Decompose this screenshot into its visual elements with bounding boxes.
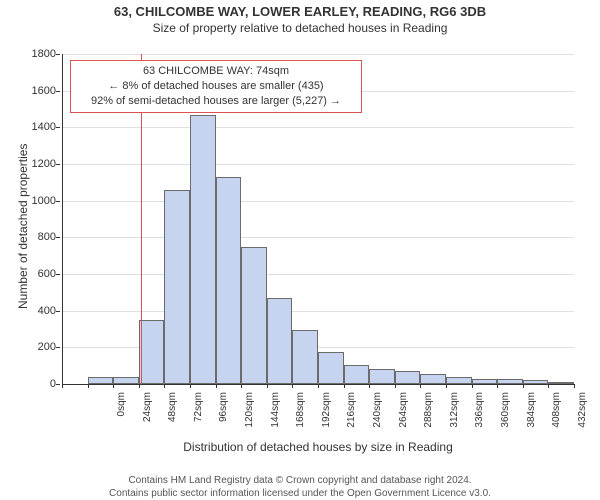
y-tick-label: 400 bbox=[18, 305, 56, 317]
y-tick-label: 800 bbox=[18, 231, 56, 243]
x-tick-mark bbox=[216, 384, 217, 388]
x-tick-label: 264sqm bbox=[398, 392, 409, 442]
x-tick-mark bbox=[497, 384, 498, 388]
x-tick-label: 312sqm bbox=[449, 392, 460, 442]
histogram-bar bbox=[267, 298, 293, 384]
histogram-bar bbox=[344, 365, 370, 384]
grid-line bbox=[62, 127, 574, 128]
x-tick-label: 288sqm bbox=[423, 392, 434, 442]
x-tick-mark bbox=[472, 384, 473, 388]
histogram-bar bbox=[113, 377, 139, 384]
y-tick-label: 1400 bbox=[18, 121, 56, 133]
x-tick-mark bbox=[395, 384, 396, 388]
x-tick-label: 96sqm bbox=[218, 392, 229, 442]
x-tick-mark bbox=[574, 384, 575, 388]
x-tick-mark bbox=[344, 384, 345, 388]
x-tick-label: 240sqm bbox=[372, 392, 383, 442]
x-tick-mark bbox=[164, 384, 165, 388]
x-tick-label: 432sqm bbox=[577, 392, 588, 442]
x-tick-label: 336sqm bbox=[474, 392, 485, 442]
subtitle: Size of property relative to detached ho… bbox=[0, 21, 600, 35]
y-axis-line bbox=[62, 54, 63, 384]
footer-line: Contains HM Land Registry data © Crown c… bbox=[0, 474, 600, 487]
x-tick-mark bbox=[62, 384, 63, 388]
grid-line bbox=[62, 311, 574, 312]
y-tick-label: 1000 bbox=[18, 195, 56, 207]
figure-container: 63, CHILCOMBE WAY, LOWER EARLEY, READING… bbox=[0, 4, 600, 500]
grid-line bbox=[62, 54, 574, 55]
title: 63, CHILCOMBE WAY, LOWER EARLEY, READING… bbox=[0, 4, 600, 19]
annotation-line: 92% of semi-detached houses are larger (… bbox=[77, 94, 355, 109]
y-tick-label: 600 bbox=[18, 268, 56, 280]
grid-line bbox=[62, 164, 574, 165]
x-tick-mark bbox=[446, 384, 447, 388]
x-tick-label: 48sqm bbox=[167, 392, 178, 442]
histogram-bar bbox=[420, 374, 446, 384]
x-tick-label: 24sqm bbox=[142, 392, 153, 442]
annotation-box: 63 CHILCOMBE WAY: 74sqm ← 8% of detached… bbox=[70, 60, 362, 113]
x-tick-label: 360sqm bbox=[500, 392, 511, 442]
grid-line bbox=[62, 237, 574, 238]
x-tick-mark bbox=[548, 384, 549, 388]
x-tick-label: 144sqm bbox=[270, 392, 281, 442]
x-tick-label: 384sqm bbox=[526, 392, 537, 442]
x-tick-mark bbox=[420, 384, 421, 388]
histogram-bar bbox=[446, 377, 472, 384]
y-tick-label: 1200 bbox=[18, 158, 56, 170]
histogram-bar bbox=[318, 352, 344, 384]
x-tick-mark bbox=[523, 384, 524, 388]
histogram-bar bbox=[190, 115, 216, 385]
footer-line: Contains public sector information licen… bbox=[0, 487, 600, 500]
histogram-bar bbox=[139, 320, 165, 384]
x-tick-label: 168sqm bbox=[295, 392, 306, 442]
y-tick-label: 1800 bbox=[18, 48, 56, 60]
x-tick-mark bbox=[190, 384, 191, 388]
x-tick-label: 216sqm bbox=[346, 392, 357, 442]
y-tick-label: 200 bbox=[18, 341, 56, 353]
x-tick-label: 192sqm bbox=[321, 392, 332, 442]
histogram-bar bbox=[369, 369, 395, 384]
x-tick-mark bbox=[113, 384, 114, 388]
footer: Contains HM Land Registry data © Crown c… bbox=[0, 474, 600, 500]
x-tick-label: 408sqm bbox=[551, 392, 562, 442]
y-tick-label: 1600 bbox=[18, 85, 56, 97]
x-tick-label: 72sqm bbox=[193, 392, 204, 442]
histogram-bar bbox=[241, 247, 267, 384]
x-tick-mark bbox=[88, 384, 89, 388]
x-tick-mark bbox=[369, 384, 370, 388]
x-tick-mark bbox=[241, 384, 242, 388]
x-tick-mark bbox=[292, 384, 293, 388]
histogram-bar bbox=[395, 371, 421, 384]
grid-line bbox=[62, 201, 574, 202]
annotation-line: 63 CHILCOMBE WAY: 74sqm bbox=[77, 64, 355, 79]
x-tick-mark bbox=[267, 384, 268, 388]
grid-line bbox=[62, 274, 574, 275]
annotation-line: ← 8% of detached houses are smaller (435… bbox=[77, 79, 355, 94]
y-tick-label: 0 bbox=[18, 378, 56, 390]
x-tick-mark bbox=[139, 384, 140, 388]
x-tick-mark bbox=[318, 384, 319, 388]
x-tick-label: 120sqm bbox=[244, 392, 255, 442]
histogram-bar bbox=[164, 190, 190, 384]
histogram-bar bbox=[88, 377, 114, 384]
x-tick-label: 0sqm bbox=[116, 392, 127, 442]
histogram-bar bbox=[216, 177, 242, 384]
histogram-bar bbox=[292, 330, 318, 384]
x-axis-label: Distribution of detached houses by size … bbox=[62, 440, 574, 454]
